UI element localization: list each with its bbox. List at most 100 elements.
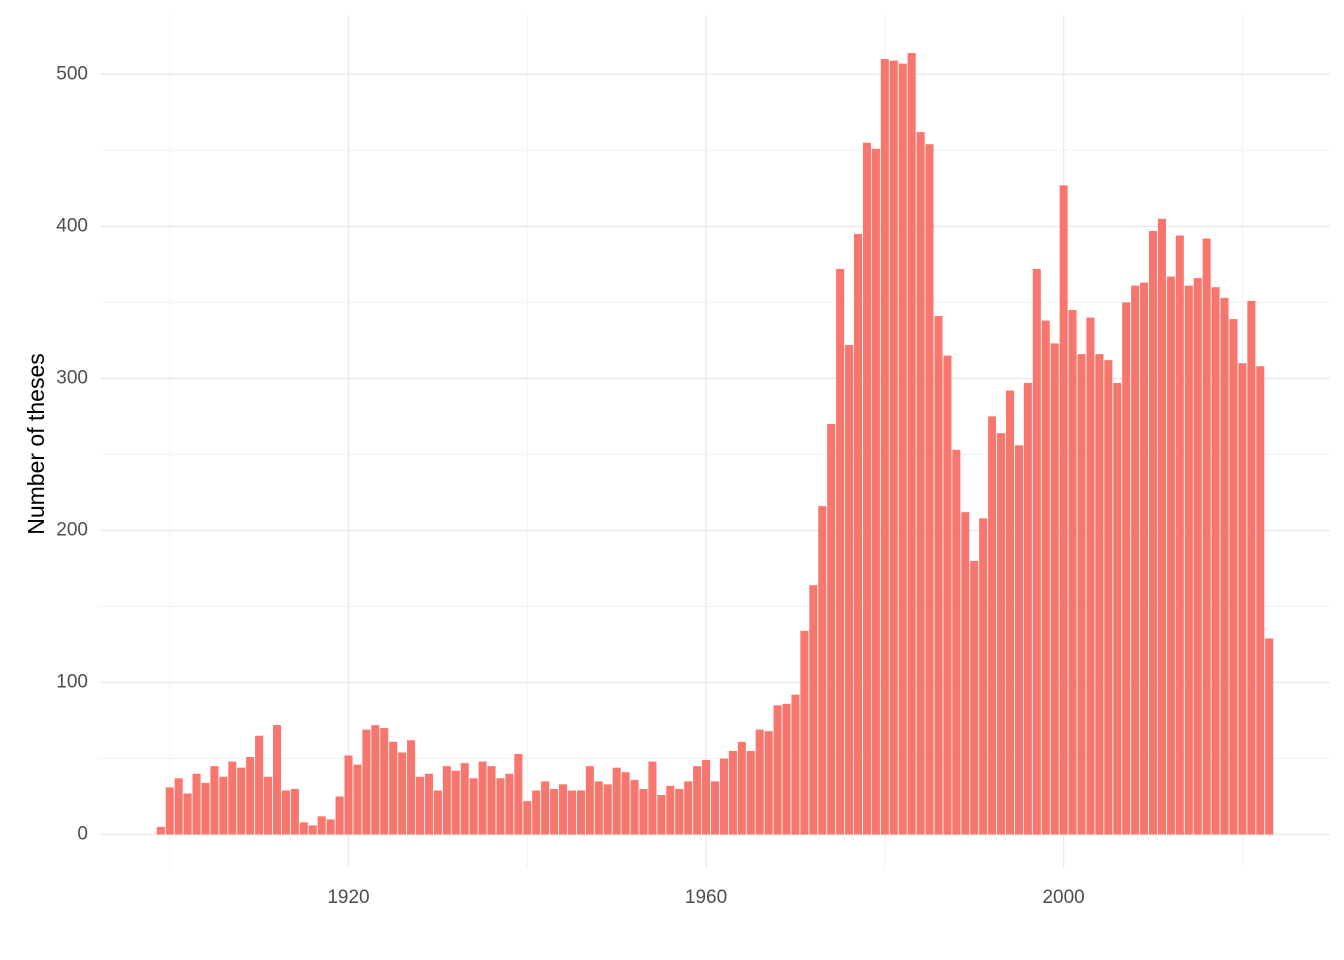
bar bbox=[1220, 297, 1229, 835]
bar bbox=[567, 790, 576, 835]
y-tick-label: 300 bbox=[56, 367, 88, 388]
bar bbox=[523, 801, 532, 835]
bar bbox=[478, 761, 487, 835]
bar bbox=[988, 416, 997, 835]
bar bbox=[746, 750, 755, 835]
bar bbox=[496, 778, 505, 835]
bar bbox=[451, 770, 460, 835]
bar bbox=[702, 760, 711, 835]
bar bbox=[907, 53, 916, 835]
bar bbox=[290, 788, 299, 835]
bar bbox=[648, 761, 657, 835]
bar bbox=[693, 766, 702, 835]
bar bbox=[460, 763, 469, 835]
bar bbox=[424, 773, 433, 835]
bar bbox=[1166, 276, 1175, 835]
bar bbox=[827, 424, 836, 835]
bar bbox=[710, 781, 720, 835]
bar bbox=[407, 740, 416, 835]
bar bbox=[1095, 354, 1104, 835]
bar bbox=[621, 772, 630, 835]
bar bbox=[165, 787, 174, 835]
bar bbox=[764, 731, 773, 835]
bar bbox=[389, 741, 398, 835]
bar bbox=[854, 233, 863, 835]
bar bbox=[255, 735, 264, 835]
bar bbox=[1122, 302, 1131, 835]
bar bbox=[380, 728, 389, 835]
bar bbox=[755, 729, 764, 835]
bar bbox=[219, 776, 228, 835]
bar bbox=[550, 788, 559, 835]
bar bbox=[782, 703, 791, 835]
bar bbox=[264, 776, 273, 835]
bar bbox=[398, 752, 407, 835]
bar bbox=[737, 741, 746, 835]
bar bbox=[943, 355, 952, 835]
bar bbox=[934, 316, 943, 835]
bar bbox=[353, 764, 362, 835]
bar bbox=[1050, 343, 1059, 835]
y-tick-label: 200 bbox=[56, 519, 88, 540]
bar bbox=[916, 132, 925, 835]
bar bbox=[871, 148, 880, 835]
bar bbox=[1140, 282, 1149, 835]
bar bbox=[1086, 317, 1095, 835]
bar bbox=[576, 790, 585, 835]
x-tick-label: 2000 bbox=[1042, 887, 1084, 908]
bar bbox=[210, 766, 219, 835]
bar bbox=[952, 449, 961, 835]
bar bbox=[1014, 445, 1023, 835]
bar bbox=[335, 796, 344, 835]
bar bbox=[1247, 300, 1256, 835]
bar bbox=[541, 781, 550, 835]
bar bbox=[1059, 185, 1068, 835]
bar bbox=[1131, 285, 1140, 835]
bar bbox=[1113, 382, 1122, 835]
bar bbox=[469, 778, 478, 835]
bar bbox=[639, 788, 648, 835]
y-tick-label: 400 bbox=[56, 215, 88, 236]
bar bbox=[281, 790, 290, 835]
bar bbox=[362, 729, 371, 835]
bar bbox=[800, 630, 809, 835]
bar bbox=[845, 344, 854, 835]
bar bbox=[1202, 238, 1211, 835]
bar bbox=[818, 506, 827, 835]
bar bbox=[719, 758, 728, 835]
bar bbox=[559, 784, 568, 835]
bar bbox=[308, 825, 317, 835]
bar bbox=[925, 144, 934, 835]
x-tick-label: 1960 bbox=[685, 887, 727, 908]
bar bbox=[889, 60, 898, 835]
bar bbox=[1265, 638, 1274, 835]
bar bbox=[809, 585, 818, 835]
bar bbox=[326, 819, 335, 835]
bar bbox=[1041, 320, 1050, 835]
bar bbox=[1068, 309, 1077, 835]
bar bbox=[317, 816, 326, 835]
bar bbox=[657, 795, 666, 835]
bar bbox=[371, 725, 380, 835]
y-tick-label: 0 bbox=[77, 824, 88, 845]
bar bbox=[585, 766, 594, 835]
bar bbox=[415, 776, 425, 835]
bar bbox=[1023, 382, 1032, 835]
bar bbox=[898, 63, 907, 835]
bar bbox=[272, 725, 282, 835]
bar bbox=[1238, 363, 1247, 835]
bar bbox=[675, 788, 684, 835]
y-axis-title: Number of theses bbox=[23, 353, 49, 535]
bar bbox=[246, 757, 255, 835]
bar bbox=[612, 767, 621, 835]
bar bbox=[630, 779, 639, 835]
bar bbox=[514, 753, 523, 835]
bar bbox=[1148, 230, 1158, 835]
bar bbox=[880, 59, 889, 835]
bar bbox=[970, 560, 979, 835]
bar bbox=[836, 268, 845, 835]
bar bbox=[594, 781, 603, 835]
bar bbox=[791, 694, 800, 835]
bar bbox=[192, 773, 201, 835]
